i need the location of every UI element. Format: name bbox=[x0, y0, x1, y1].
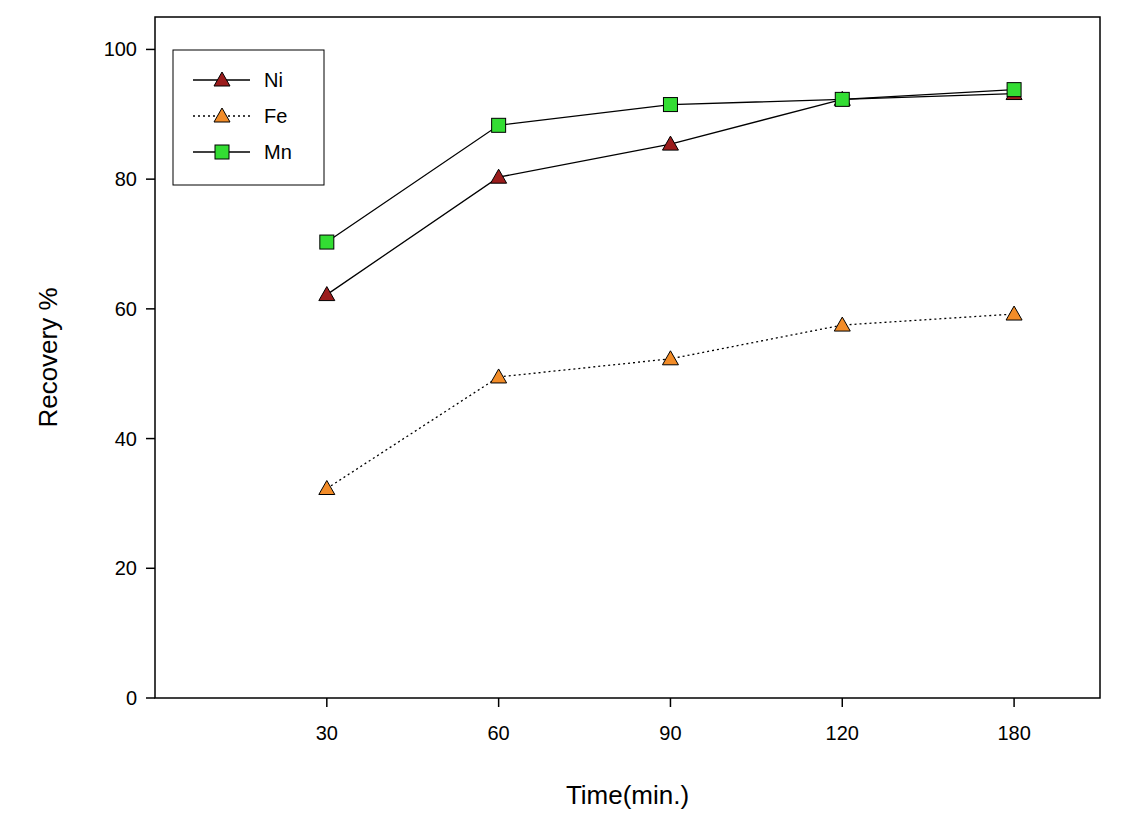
y-tick-label: 80 bbox=[115, 168, 137, 190]
legend-label: Ni bbox=[264, 69, 283, 91]
x-tick bbox=[498, 698, 500, 707]
y-tick-label: 100 bbox=[104, 38, 137, 60]
series-line bbox=[327, 314, 1014, 488]
series-line bbox=[327, 90, 1014, 242]
y-tick bbox=[146, 49, 155, 51]
data-point bbox=[662, 136, 678, 150]
x-tick bbox=[326, 698, 328, 707]
x-tick bbox=[842, 698, 844, 707]
y-tick bbox=[146, 568, 155, 570]
y-tick-label: 60 bbox=[115, 298, 137, 320]
legend-marker bbox=[214, 72, 230, 86]
data-point bbox=[319, 481, 335, 495]
data-point bbox=[663, 98, 677, 112]
data-point bbox=[1007, 83, 1021, 97]
chart: 0 20 40 60 80 100 30 60 90 120 180 Time(min.) Recove… bbox=[0, 0, 1139, 817]
legend-label: Mn bbox=[264, 141, 292, 163]
y-tick-label: 0 bbox=[126, 687, 137, 709]
data-point bbox=[492, 118, 506, 132]
x-tick-label: 60 bbox=[488, 722, 510, 744]
legend-marker bbox=[214, 108, 230, 122]
data-point bbox=[834, 91, 850, 105]
y-tick bbox=[146, 308, 155, 310]
legend: Ni Fe Mn bbox=[173, 50, 324, 185]
data-point bbox=[1006, 306, 1022, 320]
data-point bbox=[835, 92, 849, 106]
x-tick-label: 90 bbox=[659, 722, 681, 744]
x-tick-label: 120 bbox=[826, 722, 859, 744]
y-tick-label: 40 bbox=[115, 428, 137, 450]
data-point bbox=[491, 169, 507, 183]
legend-box bbox=[173, 50, 324, 185]
x-tick-label: 180 bbox=[997, 722, 1030, 744]
plot-frame bbox=[155, 17, 1100, 698]
legend-marker bbox=[215, 145, 229, 159]
legend-label: Fe bbox=[264, 105, 287, 127]
y-tick-label: 20 bbox=[115, 557, 137, 579]
data-point bbox=[834, 317, 850, 331]
x-tick bbox=[1013, 698, 1015, 707]
data-point bbox=[662, 351, 678, 365]
data-group bbox=[319, 83, 1022, 495]
x-tick-label: 30 bbox=[316, 722, 338, 744]
x-axis-label: Time(min.) bbox=[566, 780, 689, 810]
data-point bbox=[320, 235, 334, 249]
data-point bbox=[319, 287, 335, 301]
data-point bbox=[491, 369, 507, 383]
x-tick bbox=[670, 698, 672, 707]
y-tick bbox=[146, 178, 155, 180]
y-tick bbox=[146, 697, 155, 699]
y-axis-label: Recovery % bbox=[33, 287, 63, 427]
series-line bbox=[327, 94, 1014, 295]
y-tick bbox=[146, 438, 155, 440]
